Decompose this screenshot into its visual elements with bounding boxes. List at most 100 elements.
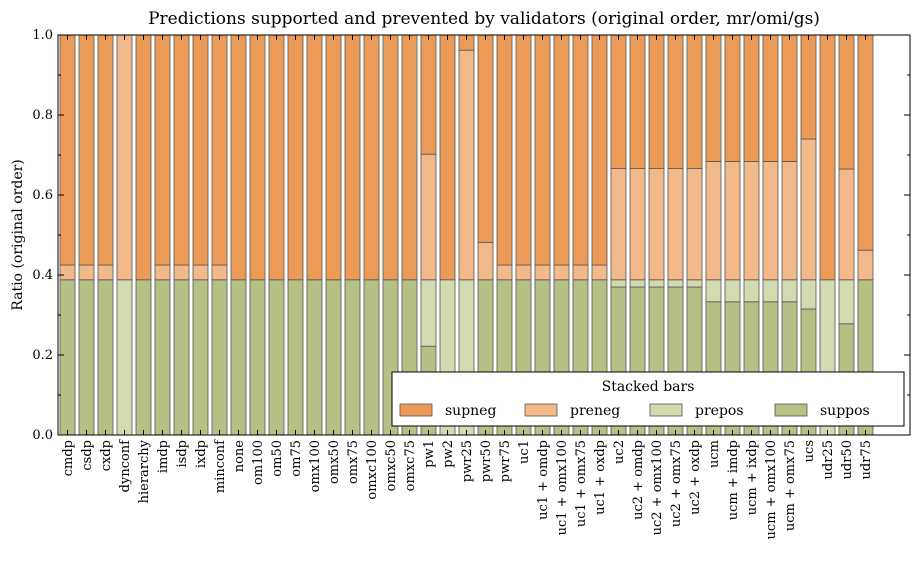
bar-segment-preneg <box>781 160 798 281</box>
bar-segment-supneg <box>629 34 646 170</box>
x-tick-label: uc2 + omx100 <box>650 440 665 535</box>
x-tick-label: omxc75 <box>403 440 418 491</box>
bar-segment-suppos <box>325 279 342 436</box>
bar-segment-suppos <box>154 279 171 436</box>
bar-segment-supneg <box>686 34 703 170</box>
bar-segment-preneg <box>515 264 532 281</box>
x-tick-label: pw1 <box>422 440 437 468</box>
legend-label-suppos: suppos <box>820 403 870 419</box>
bar-segment-preneg <box>496 264 513 281</box>
bar-segment-supneg <box>287 34 304 281</box>
x-tick-label: uc1 + omdp <box>536 440 551 520</box>
bar-segment-supneg <box>59 34 76 266</box>
bar-segment-prepos <box>743 279 760 303</box>
x-tick-label: csdp <box>80 440 95 471</box>
x-tick-label: ucm <box>707 440 722 468</box>
bar-segment-supneg <box>591 34 608 266</box>
bar-segment-supneg <box>154 34 171 266</box>
bar-segment-suppos <box>173 279 190 436</box>
bar-segment-preneg <box>610 168 627 281</box>
legend-swatch-preneg <box>524 403 558 417</box>
x-tick-label: omxc50 <box>384 440 399 491</box>
bar-segment-preneg <box>838 168 855 281</box>
x-tick-label: hierarchy <box>137 439 152 503</box>
bar-segment-suppos <box>192 279 209 436</box>
bar-segment-supneg <box>382 34 399 281</box>
bar-segment-prepos <box>762 279 779 303</box>
bar-segment-supneg <box>211 34 228 266</box>
bar-segment-suppos <box>230 279 247 436</box>
bar-segment-supneg <box>781 34 798 162</box>
bar-segment-supneg <box>705 34 722 162</box>
x-tick-label: udr75 <box>859 440 874 479</box>
legend-label-prepos: prepos <box>695 403 744 419</box>
bar-segment-supneg <box>857 34 874 251</box>
bar-segment-prepos <box>686 279 703 288</box>
bar-segment-prepos <box>838 279 855 325</box>
bar-segment-supneg <box>401 34 418 281</box>
bar-segment-suppos <box>59 279 76 436</box>
bar-segment-preneg <box>686 168 703 281</box>
x-tick-label: ucm + ixdp <box>745 440 760 515</box>
bar-segment-preneg <box>534 264 551 281</box>
bar-segment-supneg <box>192 34 209 266</box>
bar-segment-supneg <box>534 34 551 266</box>
bar-segment-supneg <box>553 34 570 266</box>
x-tick-label: uc1 <box>517 440 532 464</box>
bar-segment-preneg <box>553 264 570 281</box>
x-tick-label: ixdp <box>194 440 209 468</box>
bar-segment-supneg <box>667 34 684 170</box>
bar-segment-supneg <box>230 34 247 281</box>
y-tick-label: 0.4 <box>32 268 53 283</box>
bar-segment-preneg <box>211 264 228 281</box>
chart-title: Predictions supported and prevented by v… <box>148 9 820 29</box>
bar-segment-supneg <box>838 34 855 170</box>
bar-segment-supneg <box>325 34 342 281</box>
x-tick-label: om50 <box>270 440 285 477</box>
bar-segment-supneg <box>800 34 817 140</box>
x-tick-label: cmdp <box>61 440 76 476</box>
x-tick-label: ucm + imdp <box>726 440 741 520</box>
x-tick-label: om75 <box>289 440 304 477</box>
bar-segment-preneg <box>116 34 133 281</box>
bar-segment-prepos <box>116 279 133 436</box>
bar-segment-prepos <box>705 279 722 303</box>
bar-segment-supneg <box>306 34 323 281</box>
x-tick-label: dynconf <box>118 439 133 493</box>
bar-segment-supneg <box>78 34 95 266</box>
bar-segment-preneg <box>458 49 475 281</box>
bar-segment-prepos <box>420 279 437 347</box>
bar-segment-prepos <box>667 279 684 288</box>
bar-segment-supneg <box>97 34 114 266</box>
bar-segment-supneg <box>572 34 589 266</box>
x-tick-label: uc1 + oxdp <box>593 440 608 515</box>
bar-segment-suppos <box>135 279 152 436</box>
bar-segment-supneg <box>724 34 741 162</box>
bar-segment-suppos <box>249 279 266 436</box>
legend-swatch-supneg <box>399 403 433 417</box>
legend-swatch-prepos <box>649 403 683 417</box>
plot-area: 0.0 0.2 0.4 0.6 0.8 1.0 cmdp csdp cxdp dynconf hie… <box>32 28 911 539</box>
x-tick-label: ucm + omx100 <box>764 440 779 539</box>
x-tick-label: uc2 <box>612 440 627 464</box>
bar-segment-supneg <box>344 34 361 281</box>
x-tick-label: omxc100 <box>365 440 380 500</box>
x-tick-label: udr50 <box>840 440 855 479</box>
legend: Stacked bars supneg preneg prepos suppos <box>391 371 905 427</box>
bar-segment-suppos <box>287 279 304 436</box>
bar-segment-preneg <box>59 264 76 281</box>
bar-segment-supneg <box>135 34 152 281</box>
bar-segment-preneg <box>857 249 874 281</box>
bar-segment-preneg <box>154 264 171 281</box>
x-tick-label: om100 <box>251 440 266 485</box>
bar-segment-preneg <box>97 264 114 281</box>
bar-segment-preneg <box>173 264 190 281</box>
bar-segment-supneg <box>648 34 665 170</box>
legend-title: Stacked bars <box>602 379 695 395</box>
bar-segment-preneg <box>762 160 779 281</box>
legend-label-supneg: supneg <box>445 403 496 419</box>
bar-segment-prepos <box>610 279 627 288</box>
x-tick-label: ucm + omx75 <box>783 440 798 531</box>
x-tick-label: cxdp <box>99 440 114 471</box>
